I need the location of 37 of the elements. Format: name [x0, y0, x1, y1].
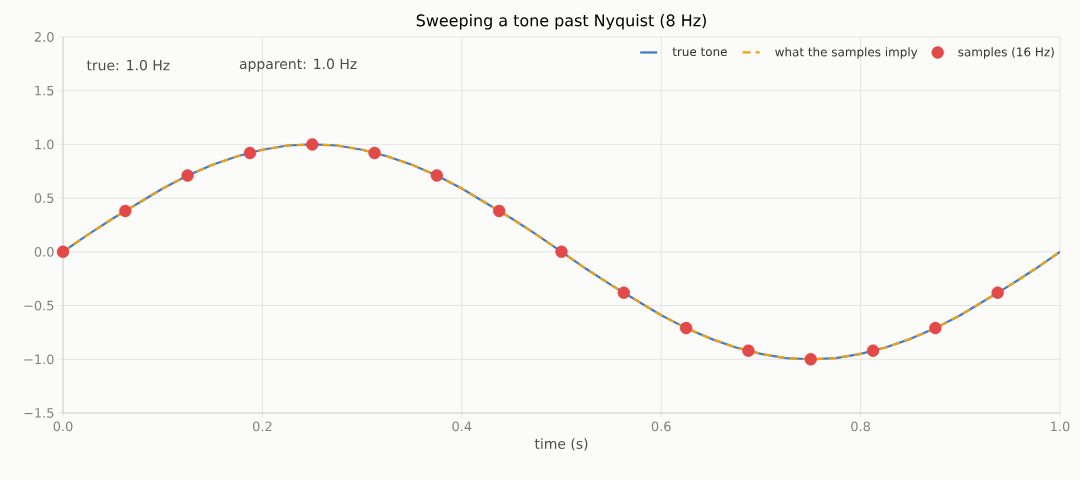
point — [742, 344, 755, 357]
annotation: true: 1.0 Hz — [86, 59, 170, 71]
point — [866, 344, 880, 357]
x-tick-label: 0.8 — [851, 421, 871, 432]
y-tick-label: 2.0 — [34, 32, 54, 42]
legend-label: samples (16 Hz) — [958, 47, 1054, 59]
chart-title: Sweeping a tone past Nyquist (8 Hz) — [416, 14, 706, 30]
point — [555, 245, 568, 259]
point — [493, 204, 506, 218]
point — [679, 321, 693, 335]
x-axis-title: time (s) — [534, 438, 588, 451]
y-tick-label: 0.0 — [34, 246, 54, 257]
point — [119, 204, 132, 218]
annotation: apparent: 1.0 Hz — [239, 58, 357, 72]
point — [617, 286, 631, 299]
x-tick-label: 0.6 — [651, 421, 671, 432]
point — [306, 138, 319, 151]
point — [56, 245, 70, 259]
y-tick-label: −1.5 — [24, 408, 54, 418]
legend-label: true tone — [672, 47, 727, 57]
point — [991, 286, 1004, 299]
point — [243, 146, 257, 160]
y-tick-label: 1.5 — [35, 85, 54, 96]
legend-label: what the samples imply — [775, 47, 918, 59]
x-tick-label: 0.4 — [452, 421, 472, 432]
x-tick-label: 1.0 — [1051, 421, 1070, 432]
y-tick-label: 1.0 — [35, 139, 54, 150]
point — [804, 353, 817, 366]
point — [430, 169, 444, 182]
y-tick-label: 0.5 — [34, 193, 54, 204]
point — [368, 146, 381, 160]
point — [929, 321, 942, 335]
y-tick-label: −0.5 — [24, 300, 54, 311]
x-tick-label: 0.0 — [53, 421, 73, 432]
y-tick-label: −1.0 — [24, 354, 54, 365]
x-tick-label: 0.2 — [252, 421, 272, 432]
point — [181, 169, 194, 182]
